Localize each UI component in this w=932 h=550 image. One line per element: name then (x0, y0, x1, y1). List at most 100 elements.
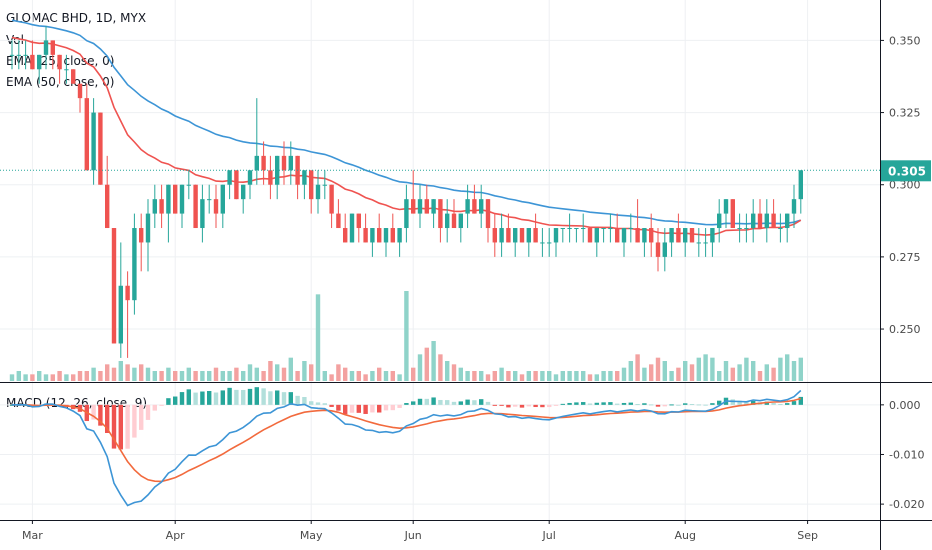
volume-bar (50, 374, 55, 381)
candle-body (288, 155, 293, 171)
volume-bar (302, 361, 307, 381)
macd-histogram-bar (778, 404, 783, 406)
macd-histogram-bar (655, 404, 661, 407)
volume-bar (37, 371, 42, 381)
macd-histogram-bar (445, 400, 450, 405)
volume-bar (506, 371, 511, 381)
macd-histogram-bar (173, 396, 178, 405)
volume-bar (553, 374, 559, 381)
volume-bar (649, 364, 654, 381)
volume-bar (676, 367, 681, 381)
candle-body (676, 228, 681, 243)
candle-body (696, 242, 701, 244)
candle-body (145, 213, 151, 243)
candle-body (309, 170, 314, 200)
volume-bar (247, 364, 253, 381)
candle-body (50, 40, 55, 55)
volume-bar (125, 364, 130, 381)
candle-body (669, 228, 674, 243)
volume-bar (152, 371, 157, 381)
volume-bar (213, 367, 219, 381)
volume-bar (220, 371, 225, 381)
candle-body (417, 199, 423, 214)
macd-histogram-bar (152, 404, 157, 411)
candle-body (213, 199, 219, 214)
volume-bar (159, 371, 164, 381)
macd-histogram-bar (220, 390, 225, 405)
macd-histogram-bar (506, 404, 511, 408)
candle-body (683, 228, 688, 243)
volume-bar (315, 294, 321, 381)
volume-bar (370, 371, 375, 381)
macd-line (12, 389, 802, 507)
macd-histogram-bar (751, 400, 756, 405)
macd-histogram-bar (696, 404, 701, 406)
macd-histogram-bar (281, 392, 287, 405)
macd-histogram-bar (166, 398, 171, 405)
candle-body (390, 228, 395, 243)
volume-bar (642, 367, 647, 381)
candle-body (105, 184, 110, 229)
volume-bar (669, 371, 674, 381)
volume-bar (383, 371, 389, 381)
candle-body (730, 199, 735, 229)
candle-body (472, 199, 477, 214)
macd-histogram-bar (669, 404, 674, 406)
macd-histogram-bar (356, 404, 361, 413)
candle-body (513, 228, 518, 243)
volume-bar (594, 374, 599, 381)
candle-body (771, 213, 776, 229)
volume-bar (513, 371, 518, 381)
macd-histogram-bar (553, 404, 559, 406)
volume-bar (77, 371, 83, 381)
candle-body (383, 228, 389, 243)
macd-histogram-bar (247, 388, 253, 405)
candle-body (322, 184, 327, 186)
macd-histogram-bar (574, 402, 579, 405)
macd-histogram-bar (200, 391, 205, 405)
volume-bar (275, 364, 280, 381)
macd-histogram (9, 387, 803, 450)
macd-histogram-bar (703, 404, 708, 406)
candle-body (43, 40, 49, 55)
macd-histogram-bar (309, 401, 314, 405)
volume-bar (200, 371, 205, 381)
macd-histogram-bar (560, 403, 565, 405)
macd-histogram-bar (771, 403, 776, 405)
macd-histogram-bar (526, 404, 531, 407)
macd-histogram-bar (519, 404, 525, 408)
macd-histogram-bar (275, 390, 280, 405)
volume-bar (105, 364, 110, 381)
last-price-label: 0.305 (888, 164, 926, 178)
macd-histogram-bar (581, 402, 586, 405)
candle-body (186, 184, 191, 186)
volume-bar (662, 361, 667, 381)
candle-body (764, 213, 769, 229)
x-tick-label: Aug (674, 529, 695, 542)
candle-body (465, 199, 470, 214)
volume-bar (581, 371, 586, 381)
candle-body (642, 228, 647, 243)
volume-bar (118, 361, 123, 381)
candle-body (431, 199, 436, 214)
volume-bar (526, 371, 531, 381)
macd-histogram-bar (499, 404, 504, 406)
volume-bar (295, 371, 300, 381)
grid-lines (0, 0, 880, 520)
volume-bar (43, 374, 49, 381)
candle-body (411, 199, 416, 214)
candle-body (608, 228, 613, 230)
candle-body (574, 228, 579, 230)
volume-bar (9, 374, 15, 381)
volume-bar (424, 347, 429, 381)
x-tick-label: Sep (797, 529, 818, 542)
macd-histogram-bar (662, 404, 667, 407)
ema50-legend: EMA (50, close, 0) (6, 75, 115, 89)
volume-bar (16, 371, 21, 381)
volume-bar (377, 367, 382, 381)
volume-bar (356, 371, 361, 381)
macd-histogram-bar (431, 397, 436, 405)
macd-histogram-bar (288, 392, 293, 405)
volume-bar (91, 367, 96, 381)
